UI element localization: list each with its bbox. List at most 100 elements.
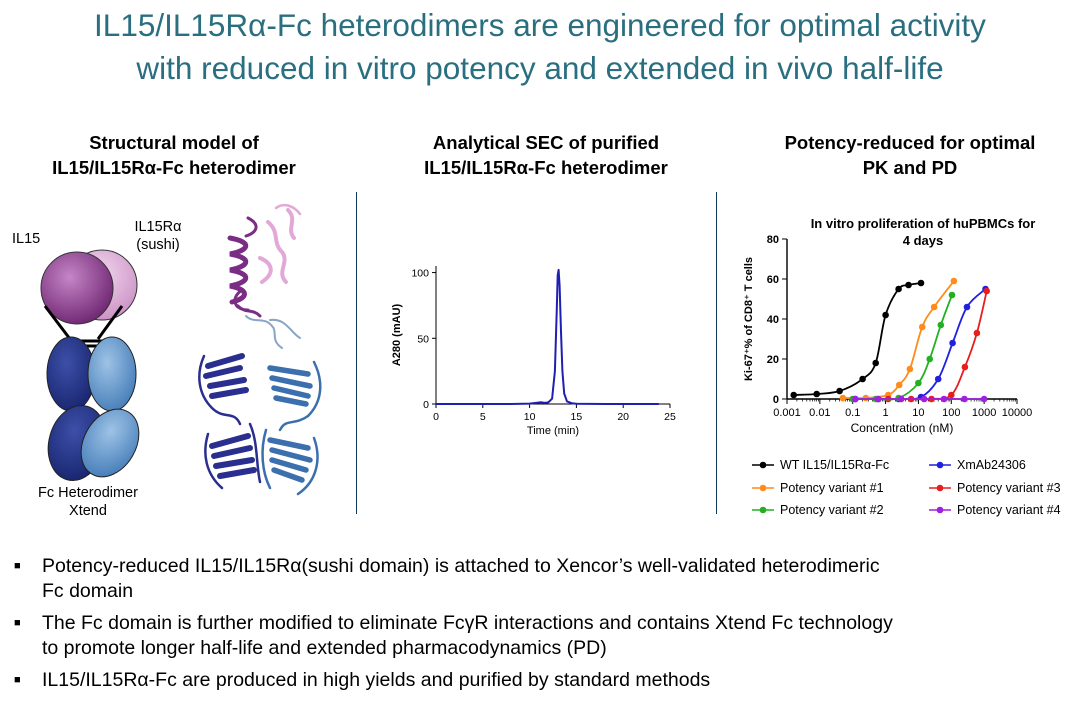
proliferation-data-point [950, 277, 958, 285]
sec-x-tick-label: 15 [571, 411, 583, 423]
linker-loops [245, 315, 301, 349]
legend-label: WT IL15/IL15Rα-Fc [780, 458, 890, 472]
slide-title-line-1: IL15/IL15Rα-Fc heterodimers are engineer… [94, 7, 986, 43]
bullet-marker-icon: ■ [14, 674, 21, 686]
proliferation-axes [786, 239, 1017, 400]
proliferation-data-point [961, 395, 968, 403]
proliferation-x-tick-label: 10 [912, 407, 924, 419]
proliferation-data-point [859, 375, 866, 383]
proliferation-chart: In vitro proliferation of huPBMCs for 4 d… [743, 216, 1036, 435]
proliferation-series-group [852, 395, 988, 403]
legend-label: Potency variant #1 [780, 481, 884, 495]
proliferation-data-point [875, 395, 882, 403]
proliferation-title-line: In vitro proliferation of huPBMCs for [811, 216, 1036, 231]
proliferation-data-point [980, 395, 988, 403]
proliferation-x-tick-label: 0.01 [809, 407, 830, 419]
proliferation-data-point [934, 375, 942, 383]
proliferation-data-point [895, 381, 903, 389]
proliferation-data-point [926, 355, 933, 363]
proliferation-data-point [920, 395, 928, 403]
proliferation-data-point [948, 391, 955, 399]
legend-swatch-icon [752, 484, 774, 492]
proliferation-data-point [973, 329, 981, 337]
legend-item: Potency variant #3 [929, 481, 1061, 495]
proliferation-data-point [905, 281, 912, 289]
proliferation-series [790, 277, 990, 403]
potency-panel-heading: Potency-reduced for optimal PK and PD [755, 130, 1065, 180]
sec-y-tick-label: 0 [423, 399, 429, 411]
il15-domain [40, 251, 114, 325]
sec-y-axis-label: A280 (mAU) [391, 303, 403, 366]
proliferation-x-tick-label: 0.001 [773, 407, 801, 419]
legend-item: Potency variant #2 [752, 503, 884, 517]
proliferation-fit-line [793, 282, 922, 396]
sec-panel-heading: Analytical SEC of purified IL15/IL15Rα-F… [396, 130, 696, 180]
legend-swatch-icon [929, 461, 951, 469]
proliferation-fit-line [888, 290, 988, 401]
legend-item: Potency variant #1 [752, 481, 884, 495]
sec-x-tick-label: 25 [664, 411, 676, 423]
proliferation-data-point [906, 365, 914, 373]
legend-item: XmAb24306 [929, 458, 1026, 472]
fc-chain-a-ribbon [198, 353, 262, 490]
bullet-item: ■ The Fc domain is further modified to e… [14, 611, 1074, 661]
potency-heading-line-2: PK and PD [862, 157, 958, 178]
legend-swatch-marker [936, 461, 944, 469]
sec-y-tick-label: 50 [417, 333, 429, 345]
proliferation-data-point [930, 303, 938, 311]
legend-swatch-icon [752, 461, 774, 469]
bullet-marker-icon: ■ [14, 617, 21, 629]
legend-label: Potency variant #3 [957, 481, 1061, 495]
sec-x-axis-label: Time (min) [527, 425, 579, 437]
proliferation-data-point [949, 339, 956, 347]
proliferation-y-tick-label: 0 [773, 394, 779, 406]
proliferation-y-tick-label: 80 [767, 234, 779, 246]
proliferation-x-tick-label: 1000 [972, 407, 996, 419]
proliferation-data-point [940, 395, 948, 403]
bullet-item: ■ IL15/IL15Rα-Fc are produced in high yi… [14, 668, 1074, 693]
bullet-list: ■ Potency-reduced IL15/IL15Rα(sushi doma… [14, 554, 1074, 700]
sec-heading-line-1: Analytical SEC of purified [432, 132, 660, 153]
legend-label: Potency variant #2 [780, 503, 884, 517]
proliferation-data-point [872, 359, 879, 367]
proliferation-title-line: 4 days [903, 233, 943, 248]
fc-label-line-1: Fc Heterodimer [38, 485, 138, 501]
proliferation-x-tick-label: 0.1 [845, 407, 860, 419]
sec-heading-line-2: IL15/IL15Rα-Fc heterodimer [424, 157, 668, 178]
proliferation-y-tick-label: 20 [767, 354, 779, 366]
proliferation-x-tick-label: 1 [883, 407, 889, 419]
proliferation-data-point [915, 379, 922, 387]
legend-swatch-marker [759, 461, 767, 469]
proliferation-data-point [839, 394, 847, 402]
receptor-label: IL15Rα (sushi) [118, 218, 198, 254]
sec-y-tick-label: 100 [411, 268, 429, 280]
fc-label: Fc Heterodimer Xtend [13, 484, 163, 520]
proliferation-data-point [963, 303, 971, 311]
sec-x-tick-label: 0 [433, 411, 439, 423]
legend-swatch-icon [929, 484, 951, 492]
sec-x-tick-label: 5 [480, 411, 486, 423]
proliferation-data-point [882, 311, 889, 319]
il15-label: IL15 [12, 231, 41, 247]
fc-label-line-2: Xtend [69, 503, 107, 519]
proliferation-data-point [852, 395, 859, 403]
proliferation-data-point [948, 291, 956, 299]
bullet-line: IL15/IL15Rα-Fc are produced in high yiel… [42, 669, 711, 691]
legend-swatch-marker [936, 484, 944, 492]
sec-chart: 0 5 10 15 20 25 0 50 100 Time (min) A280 (mAU) [391, 266, 676, 437]
panel-divider-right [716, 192, 717, 514]
bullet-text: Potency-reduced IL15/IL15Rα(sushi domain… [42, 554, 880, 604]
bullet-line: Fc domain [42, 580, 134, 602]
proliferation-x-tick-label: 100 [942, 407, 960, 419]
proliferation-data-point [937, 321, 945, 329]
sec-trace-line [436, 268, 659, 405]
legend-item: WT IL15/IL15Rα-Fc [752, 458, 889, 472]
panel-divider-left [356, 192, 357, 514]
legend-swatch-icon [752, 506, 774, 514]
fc-chain-b [80, 336, 140, 478]
proliferation-data-point [895, 285, 902, 293]
proliferation-data-point [917, 279, 925, 287]
ribbon-structure-model [198, 203, 322, 496]
proliferation-fit-line [852, 294, 953, 401]
proliferation-x-tick-label: 10000 [1002, 407, 1033, 419]
